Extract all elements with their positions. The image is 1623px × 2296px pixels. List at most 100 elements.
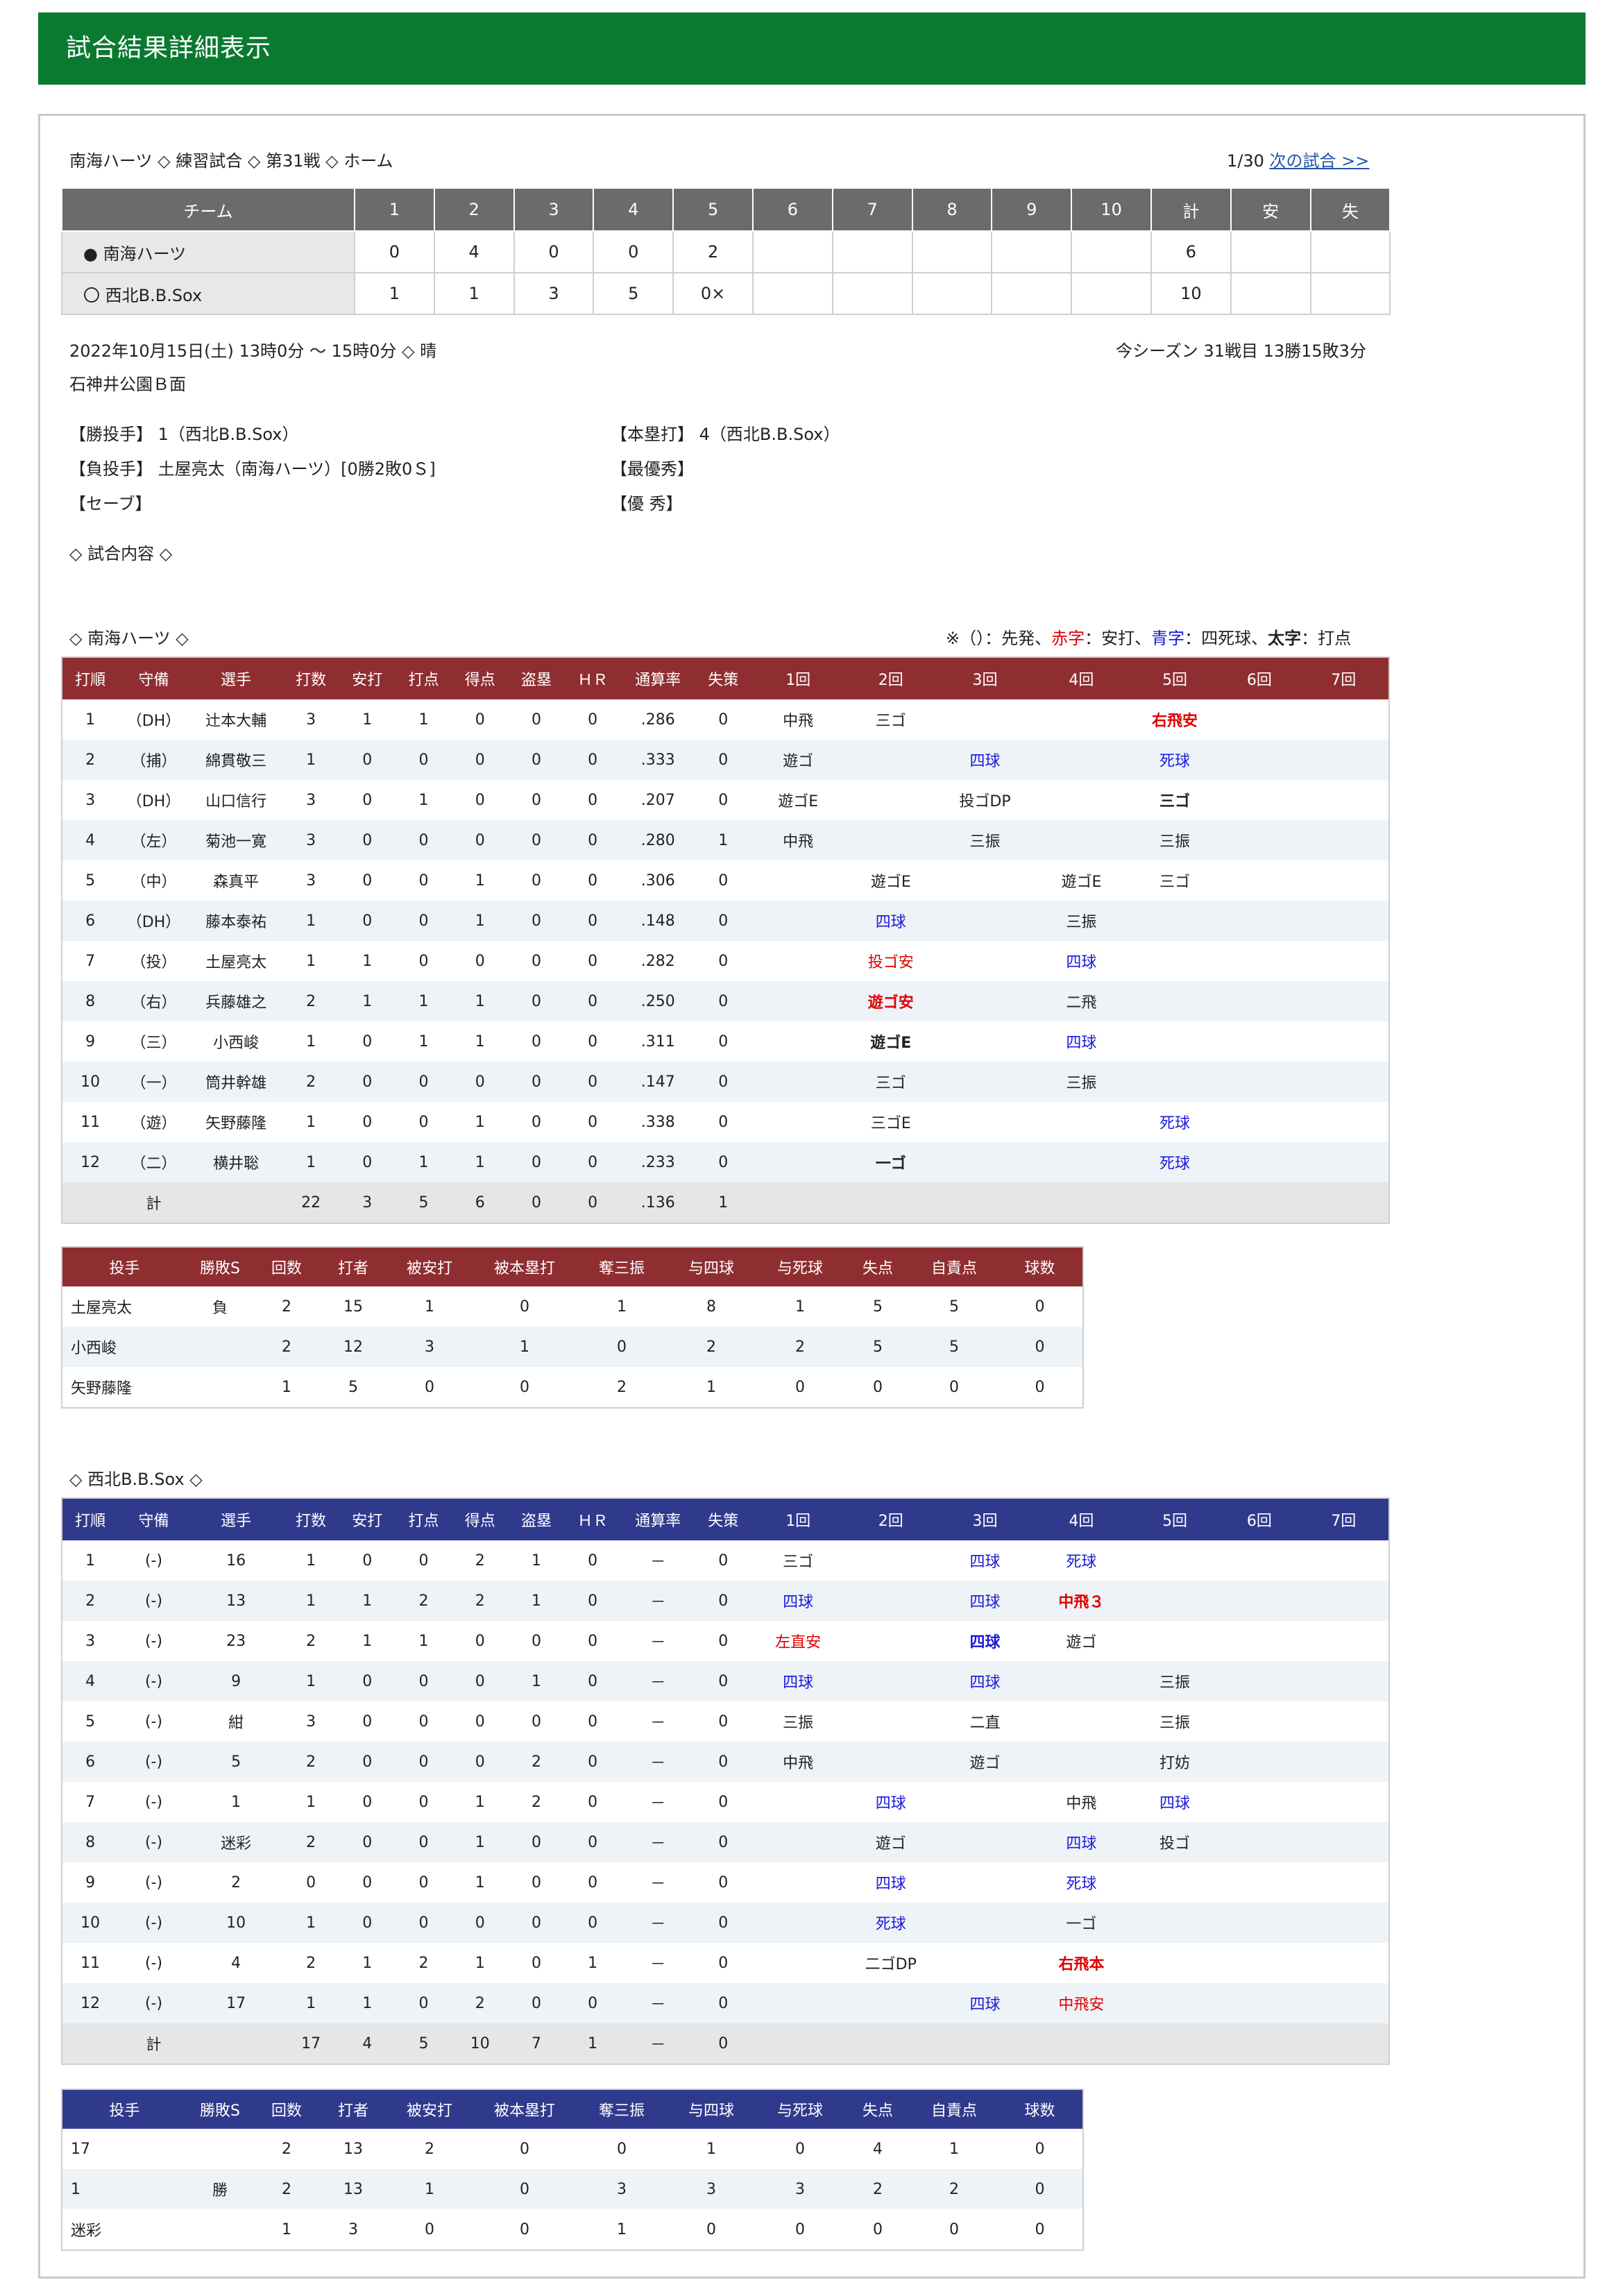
player-name: 23 [226,1632,246,1650]
lose-pitcher: 【負投手】 土屋亮太（南海ハーツ）[0勝2敗0Ｓ] [69,459,436,479]
pitching-cell: 3 [667,2169,756,2209]
player-name: 菊池一寛 [189,820,283,860]
batting-cell: 0 [531,1632,541,1650]
batting-cell: 1 [282,1983,339,2023]
inning-result: 死球 [1159,1115,1191,1132]
pitching-cell: 負 [212,1300,228,1317]
batting-cell: (-) [144,1793,163,1811]
batting-cell: 0 [339,1142,396,1182]
inning-result: 遊ゴE [870,1035,912,1052]
inning-result: 中飛 [1066,1795,1097,1812]
batting-header-cell: 守備 [118,1498,189,1540]
batting-cell: 0 [339,1661,396,1701]
pitching-cell: 0 [795,2220,805,2238]
next-game-link[interactable]: 次の試合 >> [1269,151,1370,171]
batting-cell: 0 [339,1742,396,1782]
batting-cell: 2 [306,1954,316,1972]
pitching-header-cell: 被安打 [386,2089,473,2129]
batting-cell: 0 [531,952,541,970]
inning-result: 三ゴ [844,1062,937,1102]
batting-cell: － [650,1956,666,1973]
score-cell: 0 [593,230,674,273]
batting-header-cell: 安打 [339,657,396,699]
inning-result [844,1983,937,2023]
batting-cell: （中） [130,874,177,891]
inning-result [1220,981,1299,1021]
inning-result [937,901,1033,941]
inning-result [1298,981,1389,1021]
player-name: 小西峻 [213,1035,260,1052]
score-cell [751,272,833,315]
batting-cell: 0 [718,1793,729,1811]
batting-cell: 0 [588,1551,598,1570]
batting-total-row: 計 22 3 5 6 0 0.136 1 [62,1182,1389,1223]
legend-red: 赤字 [1051,629,1085,648]
inning-result: 四球 [969,1634,1001,1651]
batting-row: 11 (-) 4 2 1 2 1 0 1 － 0 二ゴDP 右飛本 [62,1943,1389,1983]
inning-result: 四球 [1066,954,1097,971]
inning-result: 四球 [937,1661,1033,1701]
mvp: 【最優秀】 [611,459,694,479]
batting-cell: 0 [452,1742,509,1782]
batting-cell: (-) [144,1954,163,1972]
inning-result [1220,820,1299,860]
batting-header-cell: 3回 [937,657,1033,699]
inning-result: 中飛３ [1033,1581,1130,1621]
inning-result [1299,1021,1389,1062]
total-cell [937,1182,1033,1223]
inning-result: 二ゴDP [865,1956,917,1973]
inning-result [1033,1142,1130,1182]
batting-row: 11 （遊） 矢野藤隆 1 0 0 1 0 0 .338 0 三ゴE 死球 [62,1102,1389,1142]
pitching-cell: 0 [425,2220,434,2238]
inning-result [1129,1581,1221,1621]
batting-cell: 11 [80,1954,101,1972]
away-pitching-table: 投手 勝敗S 回数 打者 被安打 被本塁打 奪三振 与四球 与死球 失点 自責点 球数 17 2 13 2 0… [61,2089,1084,2251]
pitching-header-cell: 被本塁打 [473,1247,577,1286]
batting-cell: － [620,1742,695,1782]
inning-result [1220,1701,1298,1742]
batting-header-cell: 得点 [452,1498,509,1540]
away-team-label: ◇ 西北B.B.Sox ◇ [69,1470,203,1489]
pitching-cell: 1 [282,2220,291,2238]
batting-cell: 0 [531,791,541,809]
batting-cell: 0 [508,1983,565,2023]
player-name: 横井聡 [189,1142,283,1182]
inning-result: 投ゴ [1129,1822,1221,1862]
inning-result [1298,1983,1389,2023]
batting-cell: （捕） [118,740,189,780]
batting-cell: 0 [418,1873,429,1891]
inning-result [937,1903,1033,1943]
batting-cell: 0 [452,1062,509,1102]
away-pitching-header: 投手 勝敗S 回数 打者 被安打 被本塁打 奪三振 与四球 与死球 失点 自責点 球数 [62,2089,1083,2129]
player-name: 辻本大輔 [205,713,267,730]
batting-cell: （左） [118,820,189,860]
pitching-cell: 1 [617,2220,627,2238]
score-header-cell: 5 [672,187,754,232]
batting-cell: .148 [620,901,695,941]
season-record: 今シーズン 31戦目 13勝15敗3分 [1116,341,1366,361]
inning-result [1298,1581,1389,1621]
pitching-cell: 3 [756,2169,844,2209]
batting-cell: 0 [695,740,751,780]
batting-cell: 0 [588,1032,598,1051]
batting-cell: 1 [418,711,429,729]
pitching-header-cell: 与四球 [667,2089,756,2129]
pitching-cell: 2 [282,1298,291,1316]
inning-result [1299,1943,1389,1983]
batting-cell: .147 [620,1062,695,1102]
pitching-header-cell: 自責点 [911,1247,997,1286]
pitching-header-cell: 与死球 [756,2089,844,2129]
inning-result [1130,1540,1220,1581]
inning-result [1220,941,1298,981]
batting-cell: 4 [62,820,119,860]
batting-cell: 0 [395,1822,452,1862]
pitching-cell: 1 [386,2169,473,2209]
score-header-cell: 安 [1230,187,1311,232]
pitching-header-cell: 球数 [997,1247,1083,1286]
inning-result: 遊ゴ安 [844,981,937,1021]
total-cell: 5 [395,1182,452,1223]
total-cell: 4 [339,2023,396,2064]
batting-total-row: 計 17 4 5 10 7 1 － 0 [62,2023,1389,2064]
batting-cell: 1 [306,1551,316,1570]
legend-blue: 青字 [1151,629,1185,648]
